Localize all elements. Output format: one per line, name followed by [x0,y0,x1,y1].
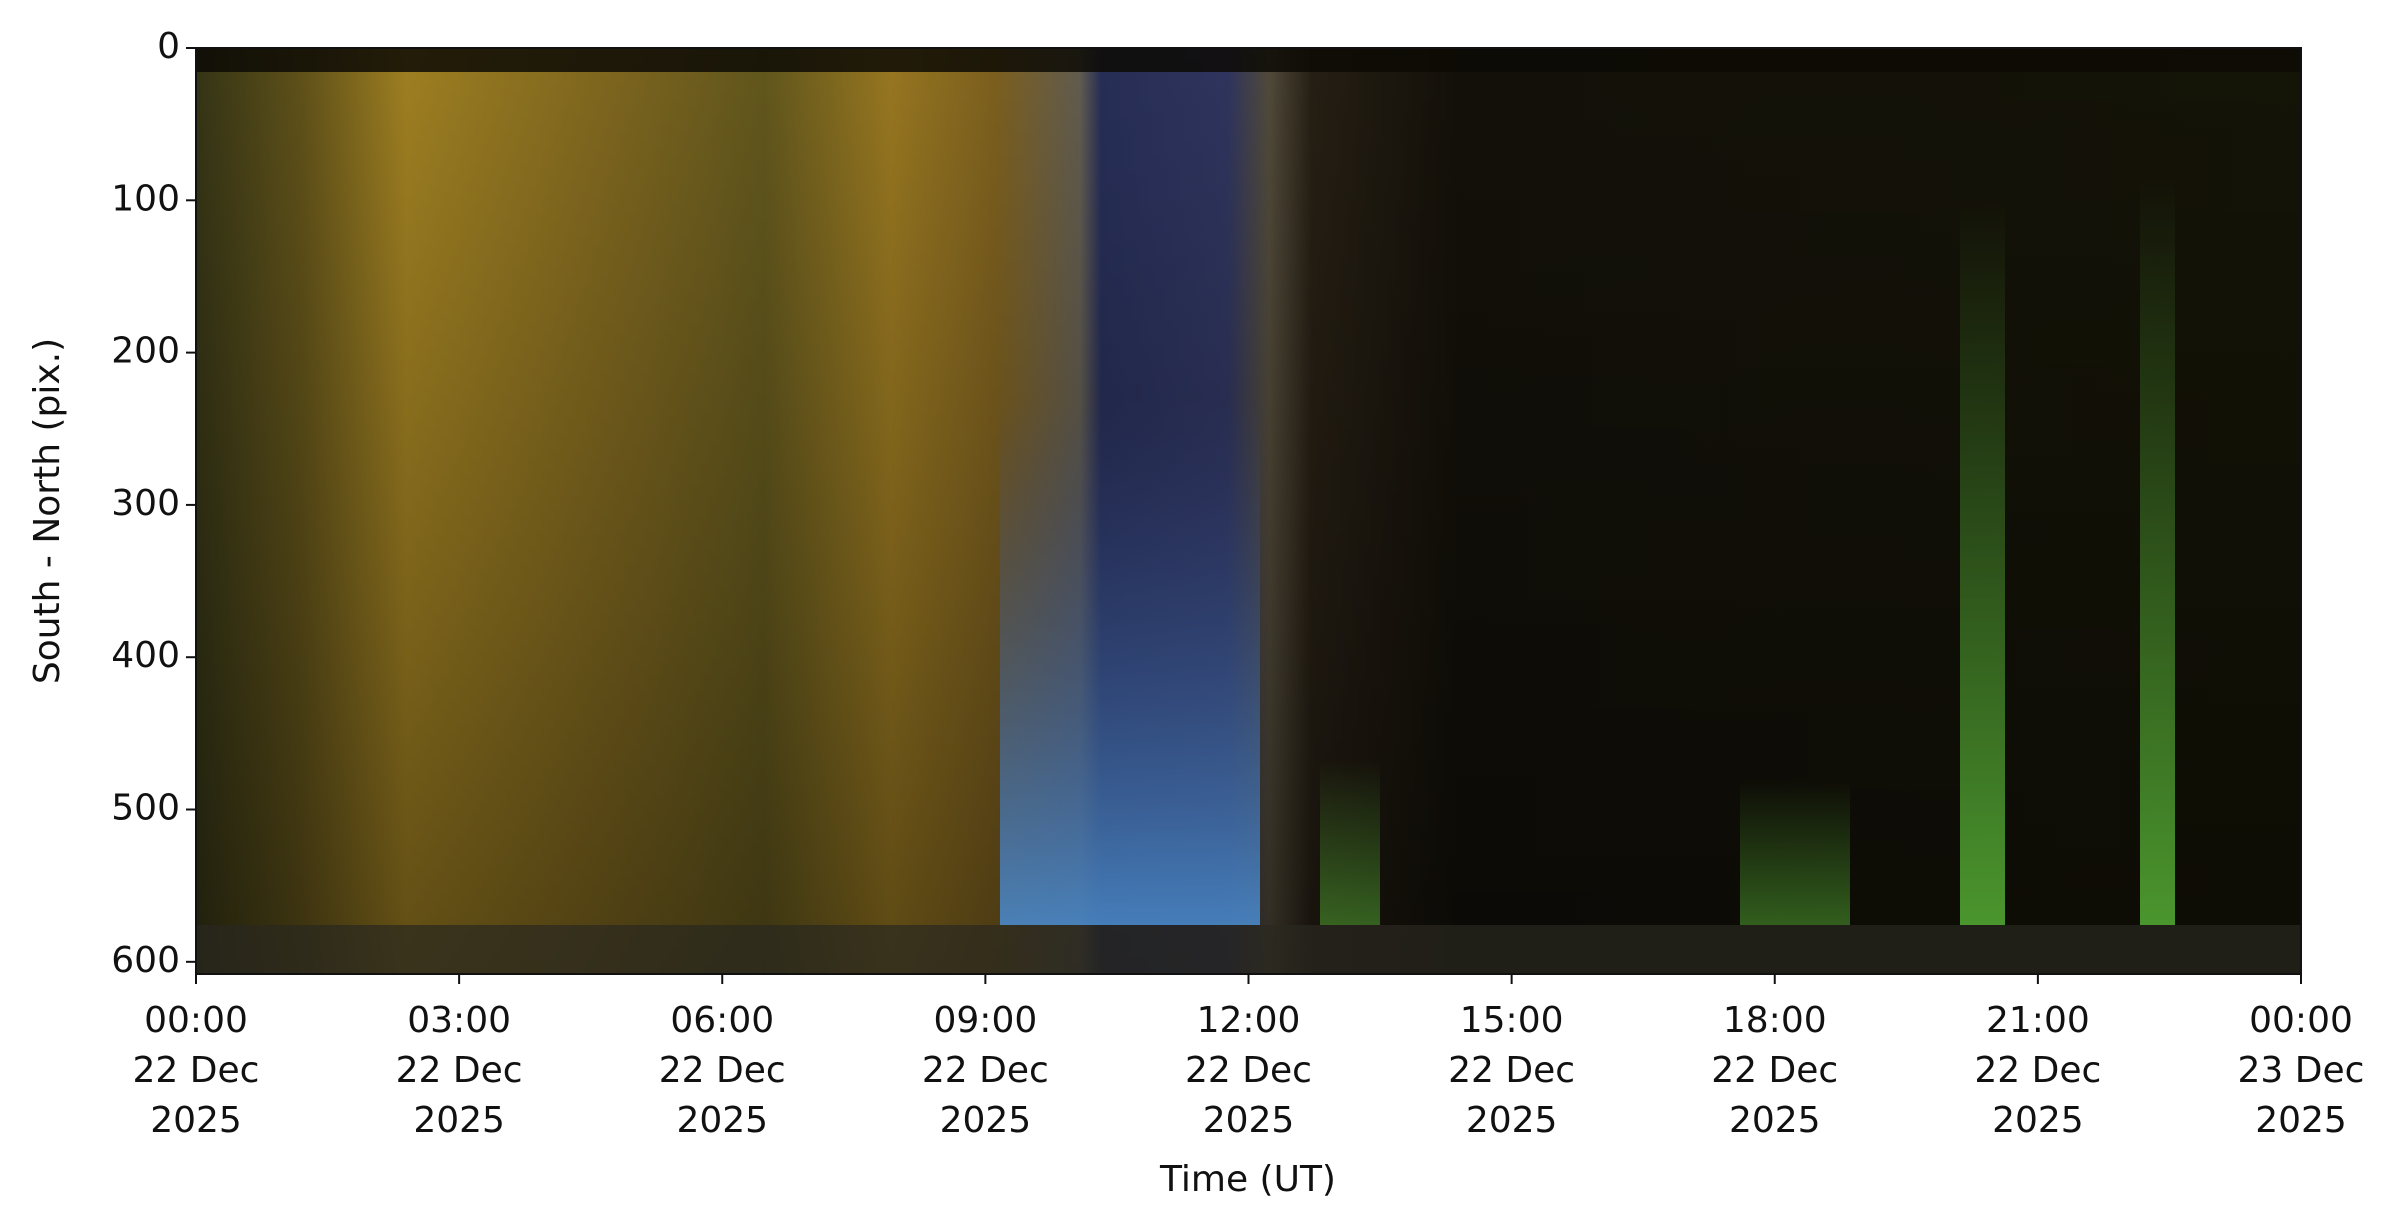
x-tick-label: 09:00 22 Dec 2025 [922,1000,1049,1141]
x-tick-label: 06:00 22 Dec 2025 [659,1000,786,1141]
x-tick-label: 00:00 23 Dec 2025 [2238,1000,2365,1141]
y-tick-label: 100 [111,178,180,219]
y-tick-label: 200 [111,331,180,372]
y-tick-label: 300 [111,483,180,524]
x-tick-label: 03:00 22 Dec 2025 [396,1000,523,1141]
keogram-image [196,48,2301,974]
y-tick-label: 0 [157,26,180,67]
x-tick-label: 15:00 22 Dec 2025 [1448,1000,1575,1141]
x-tick-label: 21:00 22 Dec 2025 [1974,1000,2101,1141]
y-tick-label: 600 [111,940,180,981]
x-tick-label: 12:00 22 Dec 2025 [1185,1000,1312,1141]
y-axis-label: South - North (pix.) [27,338,68,684]
x-axis-label: Time (UT) [1159,1159,1336,1200]
y-tick-label: 400 [111,635,180,676]
x-tick-label: 18:00 22 Dec 2025 [1711,1000,1838,1141]
y-tick-label: 500 [111,788,180,829]
x-tick-label: 00:00 22 Dec 2025 [133,1000,260,1141]
